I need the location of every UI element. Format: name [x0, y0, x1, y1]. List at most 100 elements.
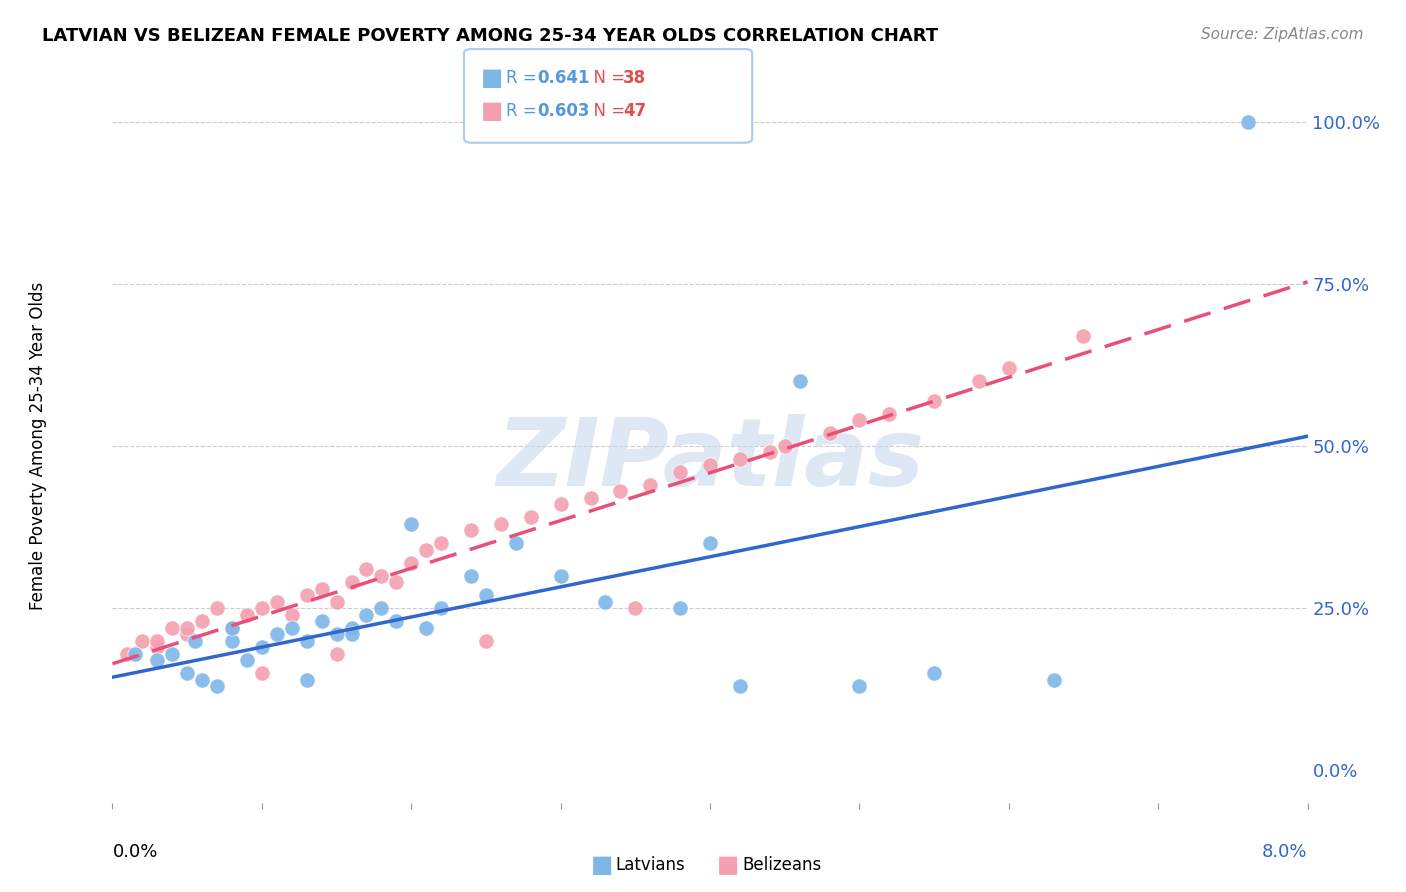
- Point: [624, 601, 647, 615]
- Text: 0.603: 0.603: [537, 102, 589, 120]
- Text: Source: ZipAtlas.com: Source: ZipAtlas.com: [1201, 27, 1364, 42]
- Point: [699, 458, 721, 473]
- Point: [1073, 328, 1095, 343]
- Text: 0.0%: 0.0%: [112, 843, 157, 861]
- Point: [295, 588, 318, 602]
- Point: [385, 575, 408, 590]
- Point: [281, 607, 304, 622]
- Point: [281, 621, 304, 635]
- Point: [520, 510, 543, 524]
- Point: [430, 601, 453, 615]
- Point: [1042, 673, 1064, 687]
- Text: R =: R =: [506, 69, 543, 87]
- Point: [236, 653, 259, 667]
- Point: [356, 562, 378, 576]
- Point: [922, 666, 945, 681]
- Point: [162, 647, 183, 661]
- Point: [401, 516, 423, 531]
- Text: ■: ■: [717, 854, 740, 877]
- Point: [550, 568, 572, 582]
- Point: [505, 536, 527, 550]
- Text: ■: ■: [481, 66, 503, 89]
- Text: 38: 38: [623, 69, 645, 87]
- Point: [385, 614, 408, 628]
- Point: [475, 633, 498, 648]
- Text: 47: 47: [623, 102, 647, 120]
- Point: [370, 601, 392, 615]
- Text: N =: N =: [583, 69, 631, 87]
- Point: [415, 542, 437, 557]
- Point: [818, 425, 841, 440]
- Point: [191, 673, 214, 687]
- Point: [638, 478, 661, 492]
- Point: [266, 595, 288, 609]
- Point: [266, 627, 288, 641]
- Point: [789, 374, 811, 388]
- Point: [728, 452, 751, 467]
- Point: [124, 647, 146, 661]
- Text: R =: R =: [506, 102, 543, 120]
- Point: [311, 582, 333, 596]
- Point: [205, 601, 228, 615]
- Point: [340, 575, 363, 590]
- Point: [340, 621, 363, 635]
- Point: [460, 568, 482, 582]
- Point: [489, 516, 512, 531]
- Point: [325, 627, 347, 641]
- Point: [176, 621, 198, 635]
- Text: Female Poverty Among 25-34 Year Olds: Female Poverty Among 25-34 Year Olds: [30, 282, 48, 610]
- Text: ■: ■: [591, 854, 613, 877]
- Point: [250, 666, 273, 681]
- Point: [176, 627, 198, 641]
- Point: [325, 647, 347, 661]
- Point: [176, 666, 198, 681]
- Point: [460, 524, 482, 538]
- Point: [146, 633, 169, 648]
- Point: [475, 588, 498, 602]
- Point: [773, 439, 796, 453]
- Text: ■: ■: [481, 99, 503, 122]
- Point: [117, 647, 139, 661]
- Point: [699, 536, 721, 550]
- Point: [669, 465, 692, 479]
- Text: LATVIAN VS BELIZEAN FEMALE POVERTY AMONG 25-34 YEAR OLDS CORRELATION CHART: LATVIAN VS BELIZEAN FEMALE POVERTY AMONG…: [42, 27, 938, 45]
- Point: [401, 556, 423, 570]
- Point: [758, 445, 780, 459]
- Point: [311, 614, 333, 628]
- Point: [1237, 114, 1260, 128]
- Point: [295, 633, 318, 648]
- Point: [877, 407, 900, 421]
- Point: [370, 568, 392, 582]
- Point: [250, 601, 273, 615]
- Point: [430, 536, 453, 550]
- Point: [340, 627, 363, 641]
- Point: [609, 484, 631, 499]
- Text: ZIPatlas: ZIPatlas: [496, 414, 924, 507]
- Point: [146, 653, 169, 667]
- Point: [162, 621, 183, 635]
- Point: [848, 413, 870, 427]
- Point: [325, 595, 347, 609]
- Point: [191, 614, 214, 628]
- Point: [250, 640, 273, 654]
- Point: [295, 673, 318, 687]
- Point: [922, 393, 945, 408]
- Point: [236, 607, 259, 622]
- Text: Belizeans: Belizeans: [742, 856, 821, 874]
- Point: [550, 497, 572, 511]
- Point: [595, 595, 617, 609]
- Point: [221, 621, 243, 635]
- Text: Latvians: Latvians: [616, 856, 686, 874]
- Point: [415, 621, 437, 635]
- Point: [221, 633, 243, 648]
- Point: [205, 679, 228, 693]
- Point: [579, 491, 602, 505]
- Point: [183, 633, 205, 648]
- Point: [669, 601, 692, 615]
- Text: N =: N =: [583, 102, 631, 120]
- Point: [146, 640, 169, 654]
- Point: [221, 621, 243, 635]
- Point: [131, 633, 153, 648]
- Point: [997, 361, 1019, 376]
- Point: [848, 679, 870, 693]
